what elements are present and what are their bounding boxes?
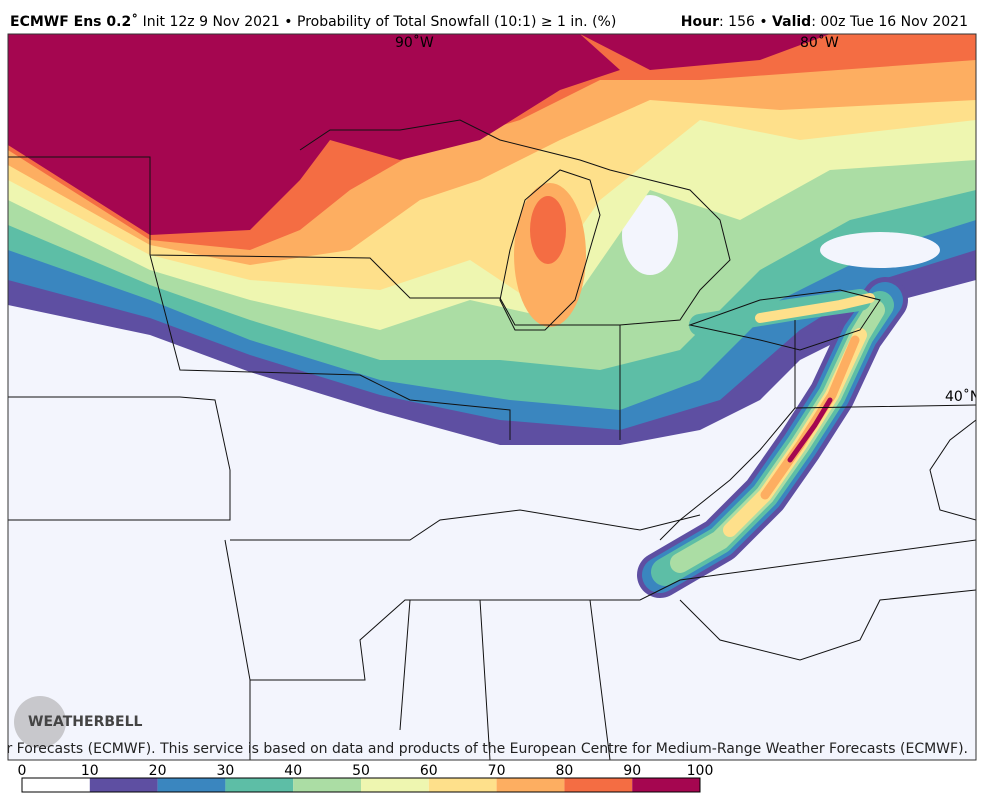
colorbar-swatch	[361, 778, 429, 792]
colorbar-swatch	[293, 778, 361, 792]
lon-label: 80˚W	[800, 34, 839, 51]
colorbar-swatch	[564, 778, 633, 792]
prob-streak	[637, 277, 908, 598]
title-left: ECMWF Ens 0.2˚ Init 12z 9 Nov 2021 • Pro…	[10, 13, 616, 30]
colorbar-swatch	[89, 778, 158, 792]
colorbar-tick-label: 50	[352, 763, 370, 779]
colorbar-swatch	[428, 778, 497, 792]
model: ECMWF Ens 0.2˚	[10, 13, 138, 30]
colorbar-tick-label: 20	[149, 763, 167, 779]
colorbar-tick-label: 60	[420, 763, 438, 779]
prob-band	[530, 196, 566, 264]
prob-band	[8, 34, 620, 235]
borders	[8, 119, 976, 760]
colorbar-tick-label: 40	[284, 763, 302, 779]
colorbar-frame	[21, 777, 701, 793]
colorbar-swatch	[632, 778, 700, 792]
colorbar-swatch	[157, 778, 226, 792]
colorbar-tick-label: 100	[687, 763, 714, 779]
prob-band	[580, 34, 830, 70]
valid-value: : 00z Tue 16 Nov 2021	[811, 14, 968, 30]
colorbar-swatch	[225, 778, 294, 792]
colorbar-swatch	[496, 778, 565, 792]
credit: © 2021 European Centre for Medium-Range …	[0, 741, 968, 757]
map-frame	[7, 33, 977, 761]
colorbar-tick-label: 80	[555, 763, 573, 779]
prob-band	[755, 293, 875, 323]
title-right: Hour: 156 • Valid: 00z Tue 16 Nov 2021	[681, 14, 968, 30]
lake-gap	[820, 232, 940, 268]
logo: WEATHERBELL	[28, 714, 143, 730]
lon-label: 90˚W	[395, 34, 434, 51]
colorbar-tick-label: 70	[488, 763, 506, 779]
lat-label: 40˚N	[945, 388, 980, 405]
colorbar-swatch	[22, 778, 90, 792]
colorbar-tick-label: 30	[216, 763, 234, 779]
hour-label: Hour	[681, 14, 719, 30]
colorbar-tick-label: 0	[18, 763, 27, 779]
hour-value: : 156 •	[719, 14, 772, 30]
map: 90˚W 80˚W 40˚N WEATHERBELL © 2021 Europe…	[0, 34, 980, 760]
valid-label: Valid	[772, 14, 811, 30]
lake-gap	[622, 195, 678, 275]
logo-globe	[14, 696, 66, 748]
colorbar: 0 10 20 30 40 50 60 70 80 90 100	[18, 763, 714, 793]
product: Init 12z 9 Nov 2021 • Probability of Tot…	[138, 14, 616, 30]
colorbar-tick-label: 90	[623, 763, 641, 779]
colorbar-tick-label: 10	[81, 763, 99, 779]
prob-band	[787, 397, 833, 463]
